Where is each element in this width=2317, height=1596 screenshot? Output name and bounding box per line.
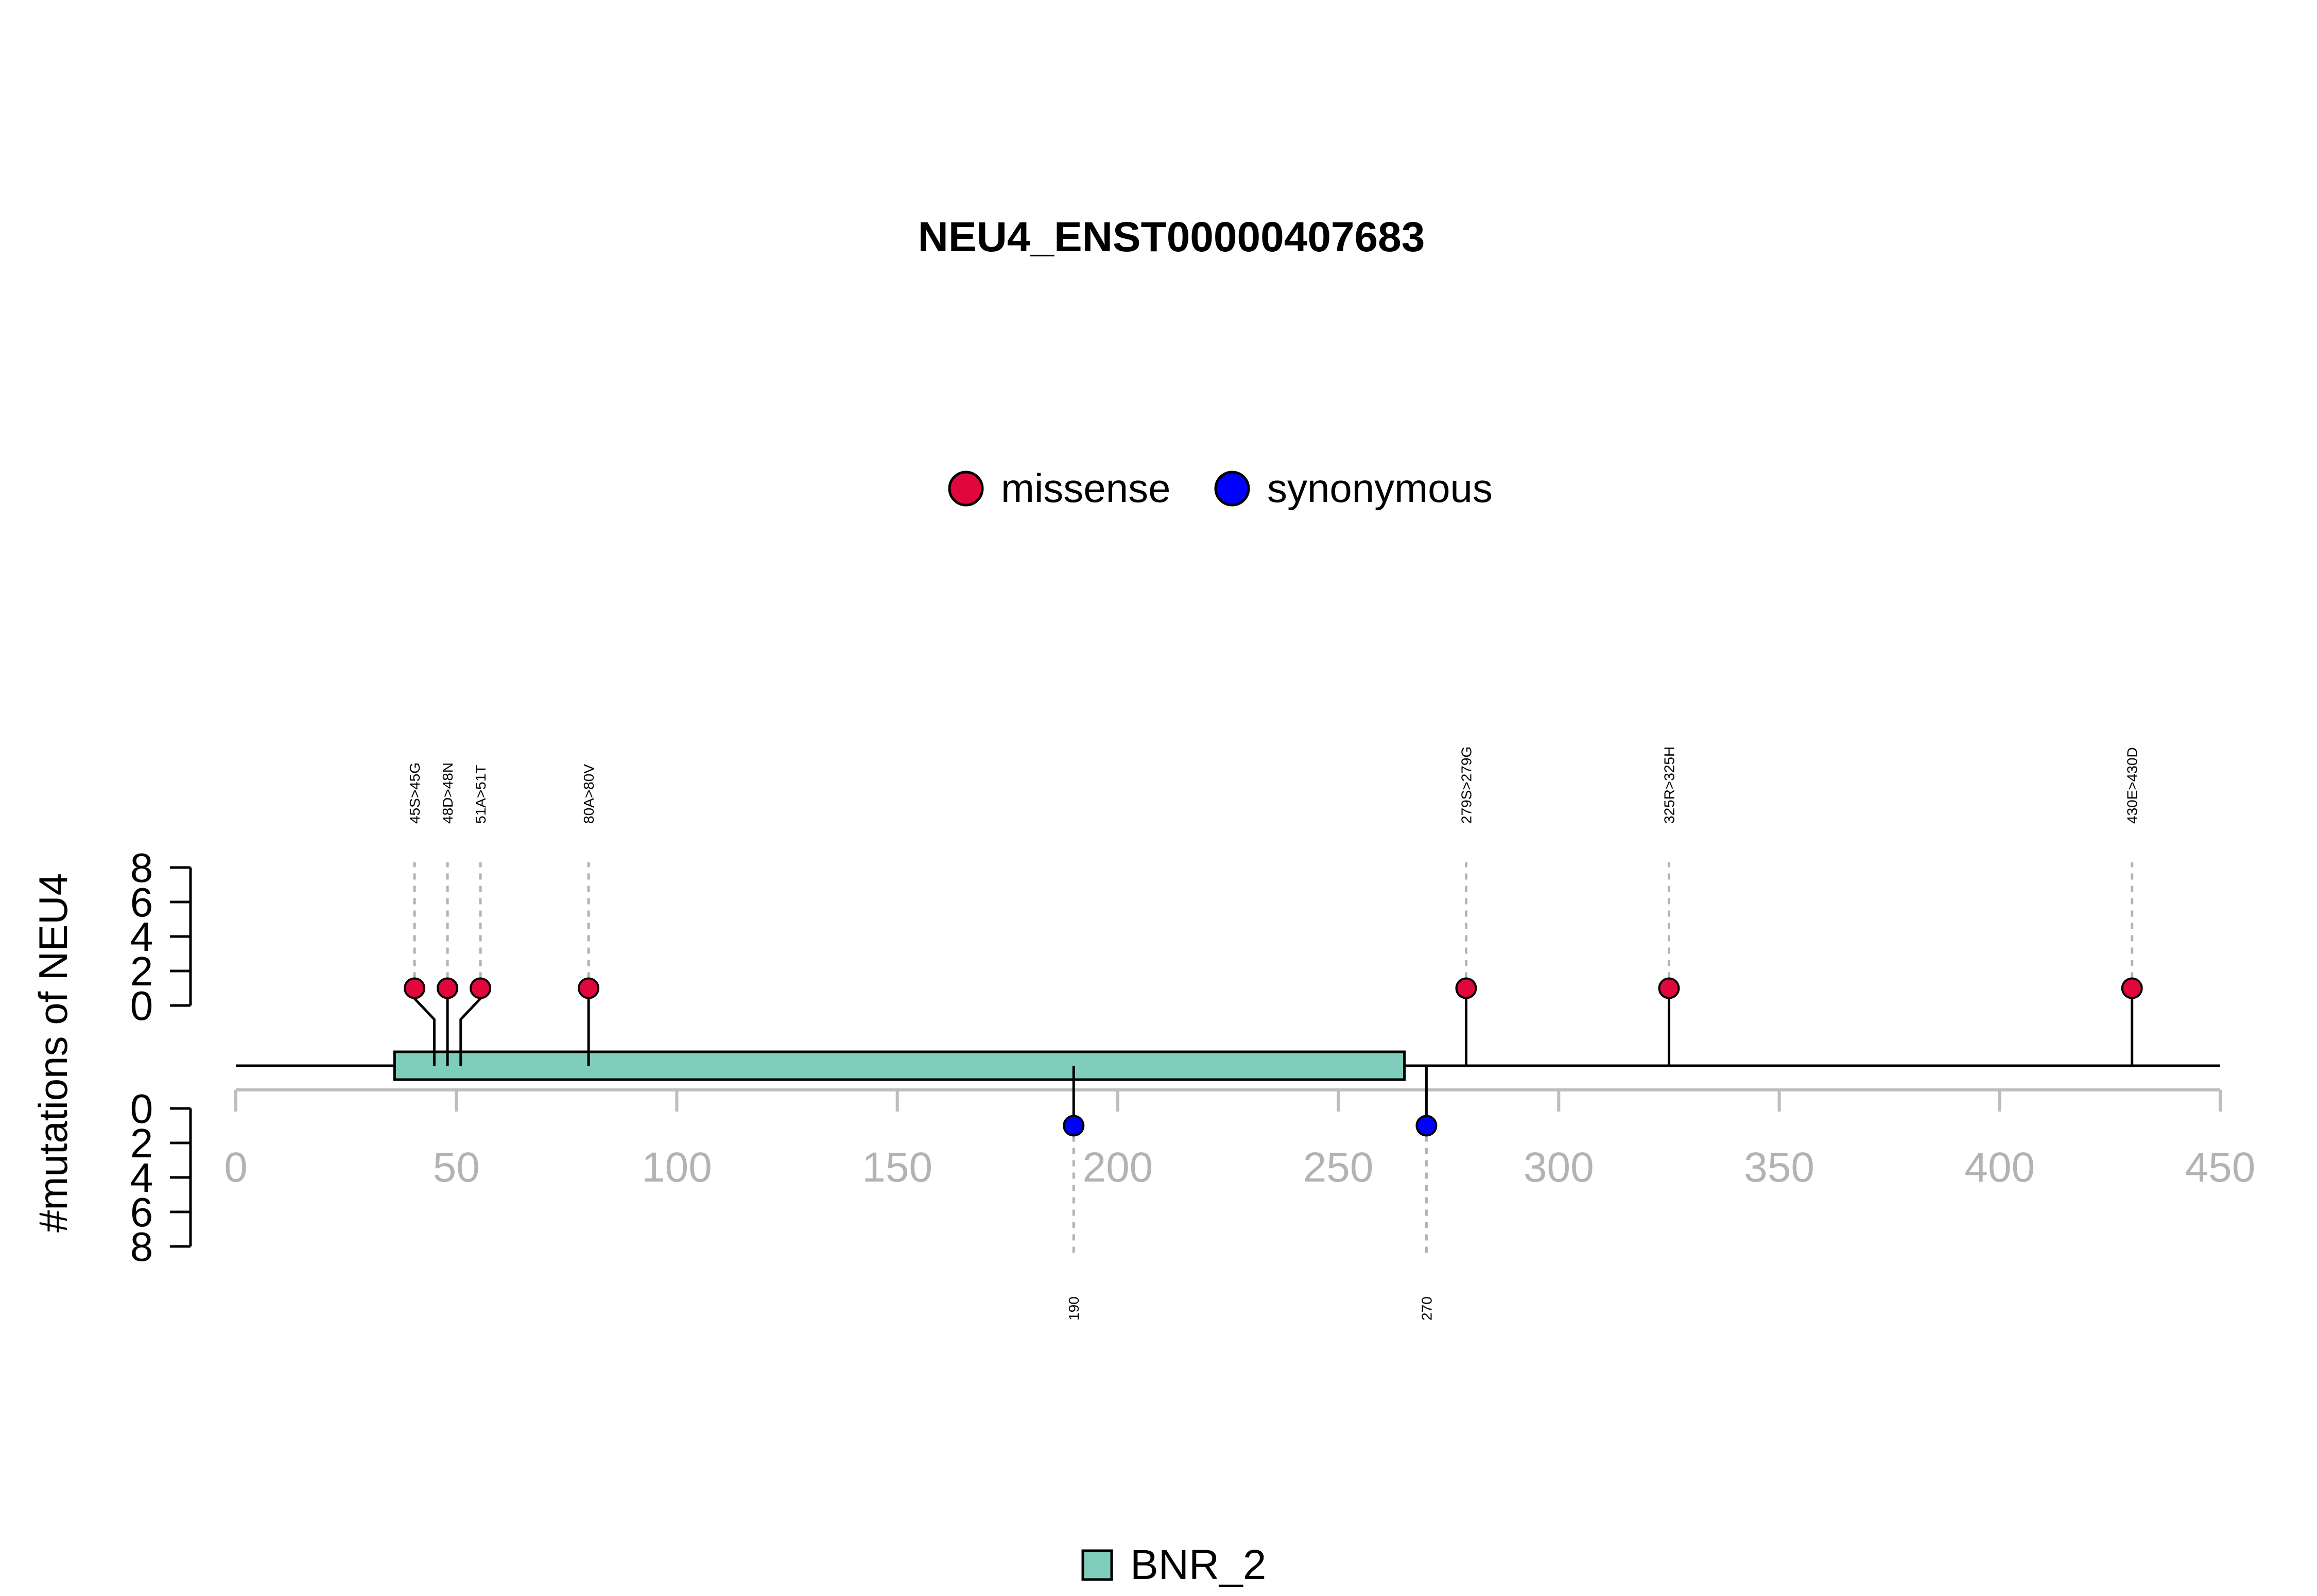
y-axis-top-tick-label: 2 (130, 948, 153, 994)
y-axis-top-tick-label: 4 (130, 914, 153, 960)
lollipop-51A>51T: 51A>51T (459, 765, 492, 1066)
lollipop-head (578, 977, 600, 999)
x-axis: 0 50 100 150 200 250 300 350 400 450 (224, 1088, 2256, 1191)
legend-item-synonymous: synonymous (1214, 465, 1493, 511)
y-axis-top-tick-label: 6 (130, 879, 153, 925)
lollipop-label: 279S>279G (1458, 747, 1474, 824)
lollipop-48D>48N: 48D>48N (437, 762, 459, 1066)
mutation-type-legend: missense synonymous (948, 465, 1493, 511)
lollipop-label: 45S>45G (407, 762, 423, 824)
lollipop-430E>430D: 430E>430D (2121, 747, 2143, 1066)
lollipop-head (1415, 1115, 1438, 1137)
x-axis-tick-label: 200 (1082, 1144, 1153, 1191)
lollipop-head (2121, 977, 2143, 999)
lollipop-label: 48D>48N (440, 762, 456, 824)
domain-legend-item-BNR_2: BNR_2 (1081, 1541, 1266, 1588)
domain-legend-swatch (1081, 1549, 1113, 1581)
y-axis-bottom-tick-label: 2 (130, 1120, 153, 1166)
lollipop-label: 51A>51T (473, 765, 489, 824)
lollipop-279S>279G: 279S>279G (1455, 747, 1477, 1066)
lollipop-label: 270 (1419, 1296, 1434, 1321)
y-axis-bottom-tick-label: 0 (130, 1086, 153, 1132)
x-axis-tick-label: 350 (1744, 1144, 1814, 1191)
y-axis-top-tick-label: 0 (130, 983, 153, 1029)
y-axis-top-tick-label: 8 (130, 845, 153, 891)
lollipop-head (1455, 977, 1477, 999)
x-axis-tick-label: 250 (1303, 1144, 1374, 1191)
lollipop-label: 190 (1066, 1296, 1082, 1321)
x-axis-tick-label: 50 (433, 1144, 480, 1191)
x-axis-tick-label: 450 (2185, 1144, 2256, 1191)
lollipop-head (437, 977, 459, 999)
legend-label-synonymous: synonymous (1267, 465, 1493, 511)
lollipop-270: 270 (1415, 1066, 1438, 1321)
lollipop-head (404, 977, 426, 999)
lollipop-80A>80V: 80A>80V (578, 764, 600, 1066)
lollipop-head (1658, 977, 1680, 999)
lollipop-label: 325R>325H (1661, 747, 1677, 824)
domain-legend-label: BNR_2 (1130, 1541, 1266, 1588)
y-axis-label: #mutations of NEU4 (30, 873, 76, 1233)
chart-title: NEU4_ENST00000407683 (918, 214, 1425, 261)
lollipop-45S>45G: 45S>45G (404, 762, 436, 1066)
lollipop-325R>325H: 325R>325H (1658, 747, 1680, 1066)
x-axis-tick-label: 400 (1964, 1144, 2035, 1191)
legend-marker-synonymous (1214, 471, 1250, 507)
lollipop-label: 80A>80V (581, 764, 597, 824)
legend-marker-missense (948, 471, 984, 507)
legend-label-missense: missense (1001, 465, 1170, 511)
lollipops: 45S>45G 48D>48N 51A>51T 80A>80V 279S>279G 325… (404, 747, 2143, 1321)
domain-BNR_2 (393, 1050, 1406, 1081)
x-axis-tick-label: 100 (642, 1144, 712, 1191)
y-axis-bottom-tick-label: 8 (130, 1224, 153, 1270)
lollipop-190: 190 (1063, 1066, 1085, 1321)
protein-track (236, 1050, 2220, 1081)
lollipop-head (470, 977, 492, 999)
y-axis-bottom-tick-label: 6 (130, 1189, 153, 1235)
domain-legend: BNR_2 (1081, 1541, 1266, 1588)
lollipop-head (1063, 1115, 1085, 1137)
x-axis-tick-label: 0 (224, 1144, 248, 1191)
x-axis-tick-label: 300 (1524, 1144, 1594, 1191)
legend-item-missense: missense (948, 465, 1170, 511)
x-axis-tick-label: 150 (862, 1144, 932, 1191)
lollipop-label: 430E>430D (2124, 747, 2140, 824)
y-axis-bottom-tick-label: 4 (130, 1155, 153, 1201)
